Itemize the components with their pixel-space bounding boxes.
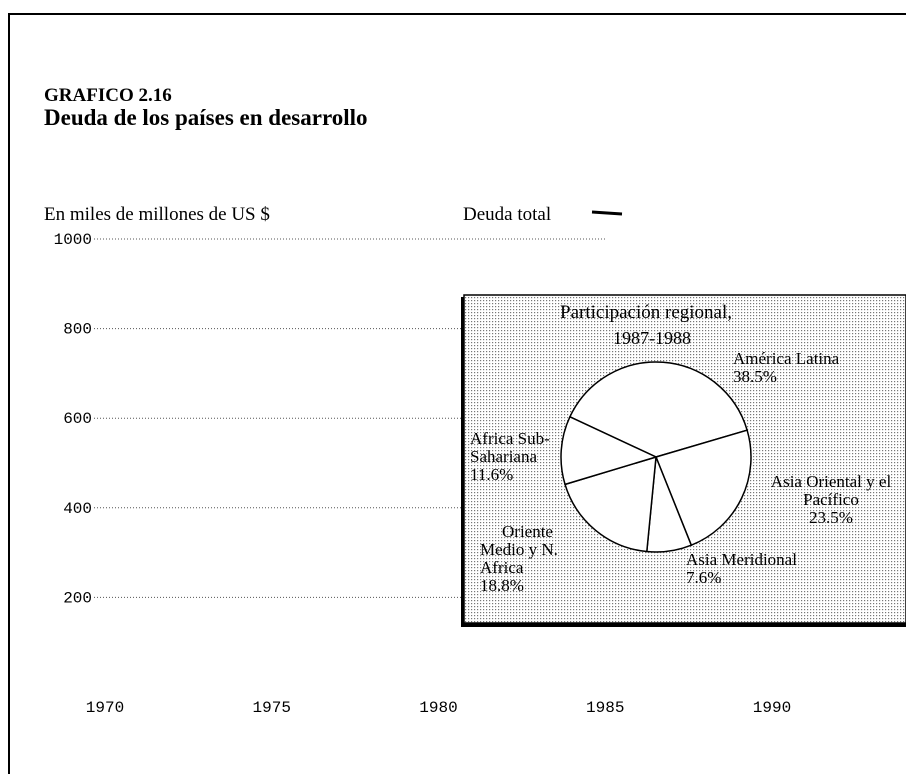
chart-title: GRAFICO 2.16 [44,85,172,106]
pie-title: Participación regional, [560,302,732,323]
y-axis-label: En miles de millones de US $ [44,204,270,225]
y-tick-label: 1000 [54,231,92,249]
slice-value-label: 23.5% [809,508,853,527]
pie-subtitle: 1987-1988 [613,328,691,348]
x-tick-label: 1970 [86,699,124,717]
chart-subtitle: Deuda de los países en desarrollo [44,105,368,130]
slice-value-label: 11.6% [470,465,514,484]
slice-label: Africa Sub-Sahariana 11.6% [470,430,568,484]
slice-value-label: 18.8% [480,576,524,595]
slice-category: Oriente Medio y N. Africa [480,522,558,577]
y-tick-label: 200 [63,589,92,607]
legend-label: Deuda total [463,204,551,225]
slice-category: Africa Sub-Sahariana [470,429,550,466]
x-tick-label: 1975 [253,699,291,717]
slice-label: Asia Meridional 7.6% [686,551,846,587]
y-tick-label: 400 [63,500,92,518]
y-tick-label: 600 [63,410,92,428]
pie-slice [560,415,659,486]
pie-slice [564,455,657,553]
slice-label: Oriente Medio y N. Africa 18.8% [480,523,570,595]
slice-label: América Latina 38.5% [733,350,906,386]
x-tick-label: 1985 [586,699,624,717]
slice-category: Asia Oriental y el Pacífico [770,472,892,509]
legend-line [591,210,623,216]
pie-slice [654,429,752,547]
x-tick-label: 1980 [419,699,457,717]
pie-slice [568,361,749,458]
slice-label: Asia Oriental y el Pacífico 23.5% [755,473,906,527]
slice-value-label: 38.5% [733,367,777,386]
slice-category: Asia Meridional [686,550,797,569]
slice-value-label: 7.6% [686,568,722,587]
slice-category: América Latina [733,349,840,368]
x-tick-label: 1990 [753,699,791,717]
y-tick-label: 800 [63,321,92,339]
